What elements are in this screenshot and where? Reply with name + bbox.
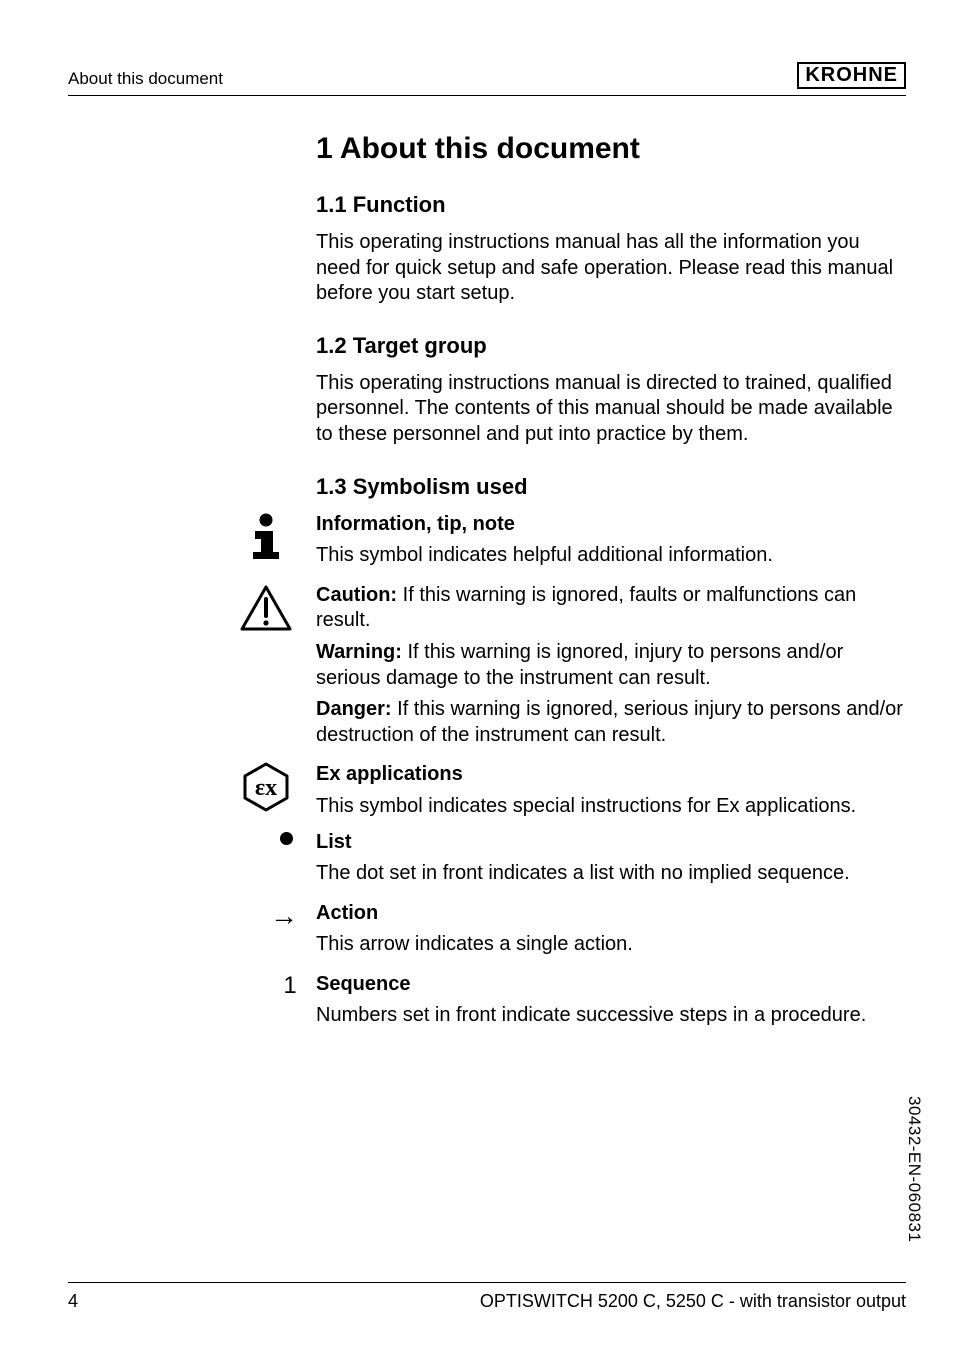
svg-text:εx: εx	[255, 775, 277, 801]
body-function: This operating instructions manual has a…	[316, 230, 906, 307]
arrow-glyph: →	[270, 902, 298, 930]
running-header: About this document KROHNE	[68, 62, 906, 96]
action-title: Action	[316, 902, 378, 924]
page-title: 1 About this document	[316, 132, 906, 166]
caution-body: If this warning is ignored, faults or ma…	[316, 584, 856, 632]
number-glyph: 1	[283, 974, 296, 998]
info-body: This symbol indicates helpful additional…	[316, 543, 906, 569]
footer-product-line: OPTISWITCH 5200 C, 5250 C - with transis…	[480, 1291, 906, 1312]
page: About this document KROHNE 1 About this …	[0, 0, 954, 1352]
ex-icon: εx	[236, 762, 296, 812]
side-code: 30432-EN-060831	[904, 1096, 924, 1242]
symbol-row-caution: Caution: If this warning is ignored, fau…	[316, 583, 906, 749]
body-target-group: This operating instructions manual is di…	[316, 371, 906, 448]
symbol-row-list: List The dot set in front indicates a li…	[316, 830, 906, 887]
caution-label: Caution:	[316, 584, 397, 606]
ex-title: Ex applications	[316, 763, 463, 785]
heading-function: 1.1 Function	[316, 192, 906, 218]
caution-icon	[236, 585, 296, 631]
content-column: 1 About this document 1.1 Function This …	[316, 132, 906, 1029]
bullet-icon	[256, 832, 316, 845]
symbol-row-info: Information, tip, note This symbol indic…	[316, 512, 906, 569]
warning-line: Warning: If this warning is ignored, inj…	[316, 640, 906, 691]
page-number: 4	[68, 1291, 78, 1312]
ex-body: This symbol indicates special instructio…	[316, 794, 906, 820]
heading-symbolism: 1.3 Symbolism used	[316, 474, 906, 500]
info-icon	[236, 512, 296, 560]
footer: 4 OPTISWITCH 5200 C, 5250 C - with trans…	[68, 1282, 906, 1312]
list-title: List	[316, 831, 352, 853]
symbol-row-action: → Action This arrow indicates a single a…	[316, 901, 906, 958]
symbol-row-ex: εx Ex applications This symbol indicates…	[316, 762, 906, 819]
action-body: This arrow indicates a single action.	[316, 932, 906, 958]
arrow-icon: →	[254, 902, 314, 930]
brand-logo: KROHNE	[797, 62, 906, 89]
number-icon: 1	[260, 974, 320, 998]
sequence-body: Numbers set in front indicate successive…	[316, 1003, 906, 1029]
warning-label: Warning:	[316, 641, 402, 663]
symbol-row-sequence: 1 Sequence Numbers set in front indicate…	[316, 972, 906, 1029]
danger-label: Danger:	[316, 698, 392, 720]
danger-body: If this warning is ignored, serious inju…	[316, 698, 903, 746]
heading-target-group: 1.2 Target group	[316, 333, 906, 359]
danger-line: Danger: If this warning is ignored, seri…	[316, 697, 906, 748]
list-body: The dot set in front indicates a list wi…	[316, 861, 906, 887]
caution-line: Caution: If this warning is ignored, fau…	[316, 583, 906, 634]
header-section-label: About this document	[68, 69, 223, 89]
info-title: Information, tip, note	[316, 513, 515, 535]
sequence-title: Sequence	[316, 973, 410, 995]
